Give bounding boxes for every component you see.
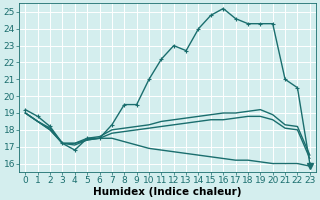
X-axis label: Humidex (Indice chaleur): Humidex (Indice chaleur) [93,187,242,197]
